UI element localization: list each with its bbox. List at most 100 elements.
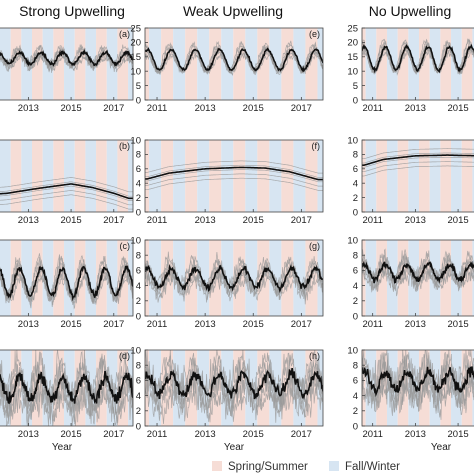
panel-frame: [0, 239, 134, 317]
x-tick-label: 2015: [448, 103, 469, 114]
season-band-spring-summer: [305, 140, 318, 212]
column-title-weak-upwelling: Weak Upwelling: [183, 3, 283, 19]
x-tick-label: 2015: [243, 103, 264, 114]
panel-l: 20112013201520170246810Year: [347, 345, 474, 453]
x-tick-label: 2013: [18, 319, 39, 330]
season-band-spring-summer: [185, 240, 198, 316]
x-axis-label: Year: [431, 442, 452, 453]
panel-label: (f): [312, 141, 321, 151]
mean-series-line: [0, 48, 133, 67]
panels-grid: 2011201320152017(a)2011201320152017(b)20…: [0, 23, 474, 453]
season-band-spring-summer: [397, 140, 409, 212]
season-band-spring-summer: [53, 140, 65, 212]
panel-frame: [0, 349, 134, 427]
season-band-fall-winter: [221, 240, 234, 316]
y-tick-label: 10: [347, 135, 358, 146]
panel-frame: [361, 349, 474, 427]
season-band-fall-winter: [42, 240, 54, 316]
season-band-spring-summer: [397, 240, 409, 316]
season-band-fall-winter: [106, 140, 118, 212]
x-tick-label: 2017: [291, 215, 312, 226]
x-tick-label: 2011: [147, 429, 167, 440]
season-band-spring-summer: [440, 140, 452, 212]
mean-series-line: [362, 260, 474, 284]
season-band-spring-summer: [419, 140, 430, 212]
season-band-spring-summer: [257, 140, 270, 212]
x-axis-label: Year: [224, 442, 245, 453]
season-band-fall-winter: [197, 140, 210, 212]
x-tick-label: 2013: [195, 215, 216, 226]
season-band-spring-summer: [329, 350, 341, 426]
y-tick-label: 5: [353, 81, 358, 92]
season-band-fall-winter: [293, 140, 306, 212]
y-tick-label: 6: [353, 376, 358, 387]
x-tick-label: 2015: [448, 215, 469, 226]
x-tick-label: 2013: [405, 215, 426, 226]
panel-g: 2011 2013 2015 2017 0 2 4 6 8 10 (g): [130, 235, 324, 330]
season-band-spring-summer: [96, 140, 107, 212]
x-tick-label: 2017: [103, 215, 124, 226]
legend-swatch-fall-winter: [329, 461, 339, 471]
panel-label: (a): [119, 29, 130, 39]
station-series-line: [0, 177, 133, 193]
x-tick-label: 2013: [195, 319, 216, 330]
season-band-spring-summer: [32, 140, 43, 212]
y-tick-label: 6: [353, 266, 358, 277]
panel-frame: [0, 27, 134, 101]
season-band-spring-summer: [362, 28, 366, 100]
y-tick-label: 0: [353, 311, 358, 322]
mean-series-line: [145, 367, 323, 400]
y-tick-label: 15: [347, 52, 358, 63]
season-band-fall-winter: [85, 240, 97, 316]
season-band-spring-summer: [233, 140, 246, 212]
season-band-spring-summer: [209, 140, 222, 212]
panel-label: (h): [309, 351, 320, 361]
x-tick-label: 2017: [291, 103, 312, 114]
season-band-spring-summer: [74, 140, 86, 212]
y-tick-label: 2: [353, 406, 358, 417]
panel-f: 2011 2013 2015 2017 0 2 4 6 8 10 (f): [130, 135, 324, 226]
y-tick-label: 4: [136, 179, 141, 190]
station-series-line: [0, 194, 133, 210]
season-band-spring-summer: [440, 350, 452, 426]
station-series-line: [145, 264, 323, 297]
column-title-no-upwelling: No Upwelling: [369, 3, 451, 19]
legend-label-spring-summer: Spring/Summer: [228, 461, 308, 473]
y-tick-label: 15: [130, 52, 141, 63]
x-tick-label: 2017: [103, 319, 124, 330]
y-tick-label: 10: [130, 67, 141, 78]
x-tick-label: 2011: [362, 215, 382, 226]
panel-frame: [144, 27, 324, 101]
y-tick-label: 4: [136, 281, 141, 292]
y-tick-label: 10: [130, 345, 141, 356]
mean-series-line: [0, 370, 133, 405]
panel-label: (e): [309, 29, 320, 39]
season-band-fall-winter: [365, 140, 377, 212]
season-band-fall-winter: [106, 240, 118, 316]
y-tick-label: 0: [136, 95, 141, 106]
y-tick-label: 25: [347, 23, 358, 34]
mean-series-line: [362, 43, 474, 74]
y-tick-label: 2: [353, 193, 358, 204]
season-band-fall-winter: [408, 140, 420, 212]
season-band-spring-summer: [53, 28, 65, 100]
mean-series-line: [362, 154, 474, 166]
season-band-spring-summer: [10, 140, 22, 212]
season-band-spring-summer: [362, 240, 366, 316]
panel-h: 2011 2013 2015 2017 0 2 4 6 8 10 (h) Year: [130, 345, 341, 453]
station-series-line: [145, 164, 323, 178]
y-tick-label: 2: [136, 296, 141, 307]
mean-series-line: [145, 47, 323, 73]
season-band-spring-summer: [74, 28, 86, 100]
season-band-fall-winter: [0, 240, 11, 316]
x-tick-label: 2015: [243, 319, 264, 330]
y-tick-label: 10: [347, 67, 358, 78]
season-band-spring-summer: [10, 240, 22, 316]
mean-series-line: [145, 166, 323, 181]
x-tick-label: 2017: [103, 103, 124, 114]
y-tick-label: 10: [347, 235, 358, 246]
y-tick-label: 6: [353, 164, 358, 175]
x-tick-label: 2015: [61, 319, 82, 330]
